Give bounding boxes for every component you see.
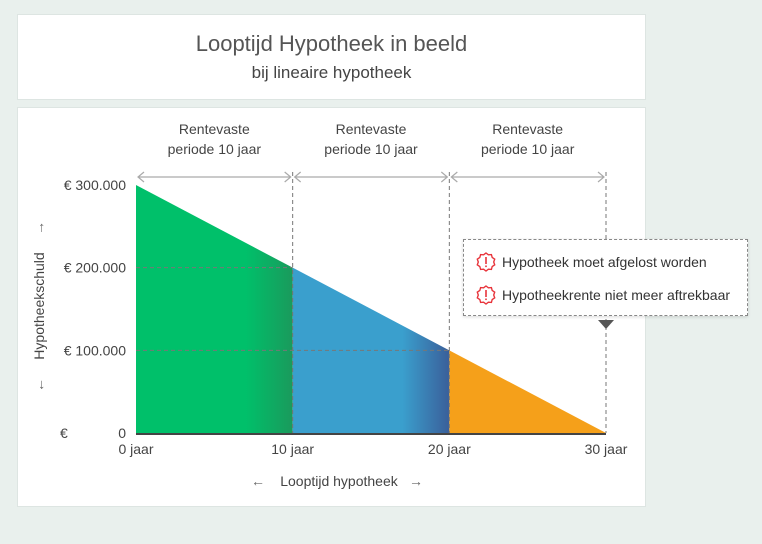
x-tick-label: 30 jaar [585, 441, 628, 457]
page-title: Looptijd Hypotheek in beeld [195, 31, 468, 56]
range-arrow [137, 171, 292, 183]
title-card: Looptijd Hypotheek in beeld bij lineaire… [17, 14, 646, 100]
range-arrow [450, 171, 605, 183]
arrow-left-icon: ← [251, 473, 265, 489]
warning-badge-icon [476, 285, 496, 305]
area-segment [449, 350, 606, 433]
y-tick-prefix: € [60, 425, 68, 441]
range-arrow [293, 171, 449, 183]
x-tick-label: 10 jaar [271, 441, 314, 457]
y-axis-label: Hypotheekschuld [31, 252, 47, 359]
tooltip-text: Hypotheekrente niet meer aftrekbaar [502, 287, 731, 303]
segment-label: Rentevaste [179, 121, 250, 137]
segment-label: periode 10 jaar [324, 141, 418, 157]
arrow-down-icon: ← [31, 378, 47, 392]
warning-badge-icon [476, 252, 496, 272]
tooltip-item: Hypotheek moet afgelost worden [476, 250, 747, 274]
x-tick-label: 20 jaar [428, 441, 471, 457]
y-tick-label: € 200.000 [64, 260, 126, 276]
arrow-right-icon: → [409, 473, 423, 489]
arrow-up-icon: → [31, 221, 47, 235]
y-tick-label: 0 [118, 425, 126, 441]
page-subtitle: bij lineaire hypotheek [251, 63, 412, 82]
y-tick-label: € 300.000 [64, 177, 126, 193]
y-tick-label: € 100.000 [64, 342, 126, 358]
area-segment [136, 185, 293, 433]
x-tick-label: 0 jaar [118, 441, 153, 457]
tooltip: Hypotheek moet afgelost worden Hypotheek… [463, 239, 748, 316]
segment-label: periode 10 jaar [168, 141, 262, 157]
segment-label: Rentevaste [336, 121, 407, 137]
segment-label: Rentevaste [492, 121, 563, 137]
tooltip-pointer [598, 320, 614, 329]
tooltip-item: Hypotheekrente niet meer aftrekbaar [476, 283, 747, 307]
x-axis-label: Looptijd hypotheek [280, 473, 399, 489]
segment-label: periode 10 jaar [481, 141, 575, 157]
tooltip-text: Hypotheek moet afgelost worden [502, 254, 707, 270]
